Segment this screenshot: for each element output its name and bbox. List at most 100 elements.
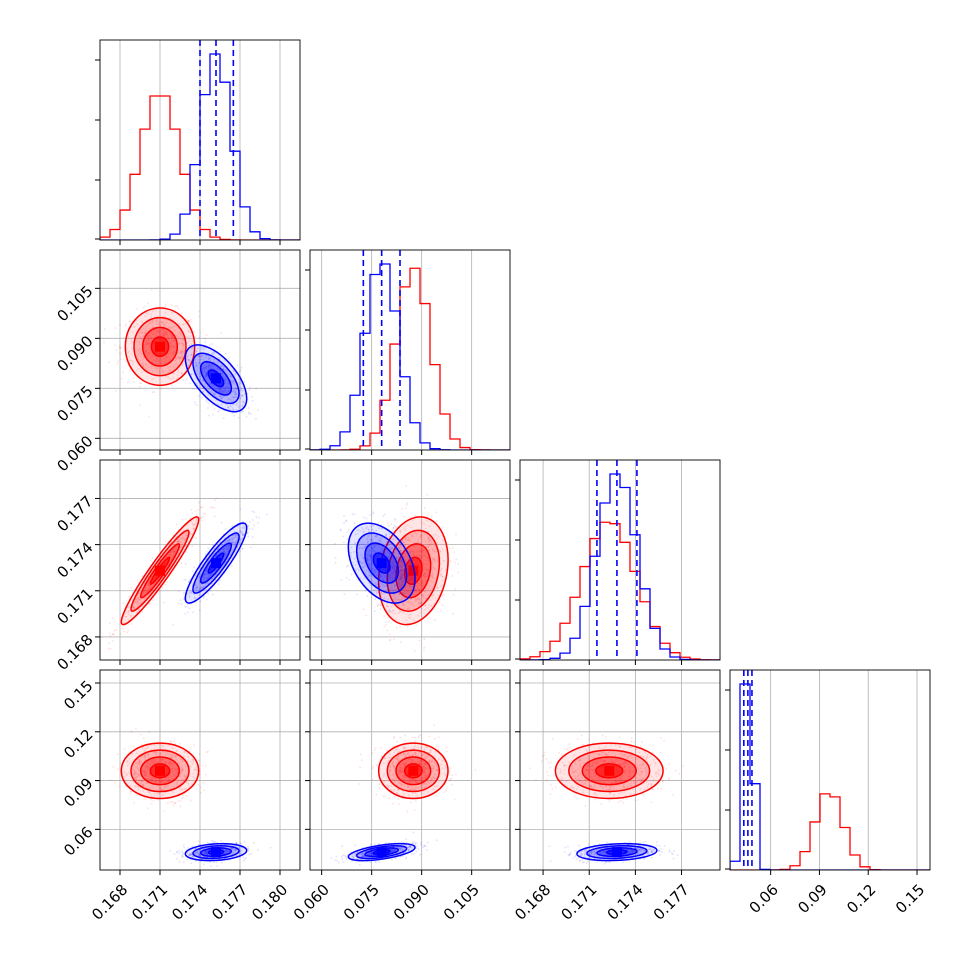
scatter-point — [373, 610, 376, 613]
scatter-point — [223, 378, 226, 381]
scatter-point — [184, 605, 187, 608]
scatter-point — [393, 598, 396, 601]
scatter-point — [223, 388, 226, 391]
scatter-point — [137, 592, 140, 595]
scatter-point — [201, 396, 204, 399]
scatter-point — [205, 598, 208, 601]
scatter-point — [138, 598, 140, 601]
scatter-point — [203, 595, 206, 598]
scatter-point — [211, 391, 214, 394]
scatter-point — [394, 548, 397, 551]
scatter-point — [366, 559, 369, 561]
scatter-point — [202, 380, 204, 383]
scatter-point — [209, 574, 212, 576]
scatter-point — [414, 589, 417, 591]
scatter-point — [147, 584, 150, 586]
scatter-point — [207, 385, 209, 388]
scatter-point — [436, 586, 439, 589]
scatter-point — [417, 597, 420, 599]
scatter-point — [230, 400, 233, 403]
scatter-point — [401, 583, 403, 586]
scatter-point — [455, 533, 457, 536]
scatter-point — [171, 757, 173, 759]
scatter-point — [364, 614, 367, 617]
scatter-point — [150, 778, 153, 781]
scatter-point — [400, 560, 403, 563]
scatter-point — [227, 546, 230, 549]
scatter-point — [136, 767, 139, 770]
scatter-point — [427, 540, 430, 543]
scatter-point — [143, 754, 146, 757]
scatter-point — [457, 571, 459, 574]
scatter-point — [203, 366, 205, 369]
scatter-point — [172, 770, 174, 773]
scatter-point — [424, 567, 426, 569]
scatter-point — [405, 503, 408, 506]
scatter-point — [375, 583, 378, 586]
scatter-point — [178, 775, 181, 778]
scatter-point — [134, 778, 137, 781]
scatter-point — [205, 852, 208, 854]
scatter-point — [353, 522, 356, 525]
scatter-point — [120, 347, 123, 349]
scatter-point — [236, 547, 239, 550]
scatter-point — [413, 514, 416, 517]
scatter-point — [198, 516, 201, 519]
scatter-point — [371, 568, 374, 570]
scatter-point — [172, 804, 175, 807]
scatter-point — [146, 589, 149, 592]
scatter-point — [238, 541, 241, 544]
scatter-point — [213, 861, 215, 864]
scatter-point — [389, 638, 392, 641]
scatter-point — [145, 747, 148, 749]
scatter-point — [410, 554, 413, 557]
scatter-point — [247, 412, 250, 415]
scatter-point — [235, 387, 238, 390]
scatter-point — [421, 557, 423, 560]
scatter-point — [246, 532, 249, 535]
scatter-point — [140, 353, 143, 355]
scatter-point — [398, 547, 401, 550]
scatter-point — [140, 382, 143, 385]
scatter-point — [172, 325, 175, 328]
panel-border — [519, 459, 721, 661]
scatter-point — [152, 365, 155, 368]
scatter-point — [129, 793, 132, 795]
scatter-point — [366, 554, 369, 557]
scatter-point — [361, 543, 363, 545]
scatter-point — [249, 521, 251, 523]
scatter-point — [192, 772, 195, 775]
scatter-point — [235, 403, 238, 406]
scatter-point — [426, 552, 429, 555]
scatter-point — [432, 549, 434, 552]
scatter-point — [141, 331, 143, 334]
scatter-point — [417, 541, 419, 544]
scatter-point — [392, 563, 394, 566]
scatter-point — [194, 510, 197, 513]
scatter-point — [402, 604, 405, 607]
scatter-point — [211, 572, 214, 575]
scatter-point — [189, 853, 192, 855]
scatter-point — [188, 596, 191, 598]
scatter-point — [146, 583, 149, 586]
scatter-point — [164, 781, 167, 784]
scatter-point — [198, 853, 201, 856]
scatter-point — [148, 584, 151, 587]
scatter-point — [404, 559, 407, 561]
scatter-point — [440, 569, 442, 572]
scatter-point — [144, 332, 147, 335]
scatter-point — [126, 612, 129, 615]
scatter-point — [235, 533, 237, 536]
scatter-point — [370, 554, 373, 556]
scatter-point — [406, 502, 409, 505]
scatter-point — [168, 326, 170, 329]
scatter-point — [187, 359, 190, 361]
scatter-point — [355, 593, 358, 596]
scatter-point — [224, 852, 226, 855]
scatter-point — [176, 540, 179, 543]
scatter-point — [370, 586, 373, 589]
scatter-point — [115, 628, 118, 631]
scatter-point — [160, 321, 163, 324]
scatter-point — [122, 602, 125, 604]
scatter-point — [387, 573, 389, 576]
